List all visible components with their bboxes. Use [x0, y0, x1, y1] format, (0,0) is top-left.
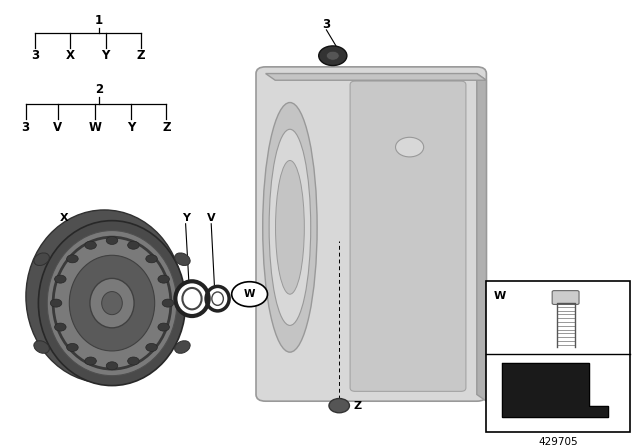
Circle shape	[85, 357, 97, 365]
Circle shape	[326, 51, 339, 60]
Text: 2: 2	[95, 82, 103, 96]
Ellipse shape	[263, 103, 317, 352]
Polygon shape	[502, 363, 608, 417]
Text: W: W	[244, 289, 255, 299]
Circle shape	[319, 46, 347, 65]
Ellipse shape	[34, 341, 49, 353]
Text: W: W	[88, 121, 101, 134]
Text: X: X	[66, 49, 75, 62]
Text: 3: 3	[31, 49, 39, 62]
Circle shape	[162, 299, 173, 307]
Ellipse shape	[182, 288, 202, 310]
Ellipse shape	[175, 253, 190, 266]
Ellipse shape	[38, 221, 186, 386]
Circle shape	[158, 275, 170, 283]
Ellipse shape	[269, 129, 311, 325]
Circle shape	[158, 323, 170, 331]
Circle shape	[54, 323, 66, 331]
Circle shape	[127, 357, 139, 365]
Text: 1: 1	[95, 13, 103, 26]
Text: 3: 3	[323, 18, 330, 31]
Circle shape	[85, 241, 97, 249]
Ellipse shape	[90, 278, 134, 328]
Circle shape	[54, 275, 66, 283]
Ellipse shape	[175, 341, 190, 353]
Ellipse shape	[206, 286, 229, 311]
Circle shape	[106, 362, 118, 370]
Circle shape	[67, 344, 78, 351]
Ellipse shape	[47, 231, 177, 376]
Text: V: V	[207, 213, 216, 223]
FancyBboxPatch shape	[256, 67, 486, 401]
FancyBboxPatch shape	[350, 81, 466, 392]
Circle shape	[106, 237, 118, 245]
FancyBboxPatch shape	[552, 291, 579, 305]
Text: W: W	[494, 291, 506, 301]
Circle shape	[146, 255, 157, 263]
Ellipse shape	[26, 210, 183, 383]
Text: Z: Z	[162, 121, 171, 134]
Text: Y: Y	[127, 121, 136, 134]
Text: V: V	[53, 121, 62, 134]
Text: 3: 3	[22, 121, 29, 134]
Circle shape	[329, 399, 349, 413]
Text: Z: Z	[353, 401, 362, 411]
Ellipse shape	[34, 253, 49, 266]
Text: Z: Z	[136, 49, 145, 62]
Circle shape	[146, 344, 157, 351]
Ellipse shape	[69, 255, 155, 351]
Text: 429705: 429705	[539, 437, 578, 447]
Circle shape	[396, 137, 424, 157]
Polygon shape	[266, 73, 486, 80]
Ellipse shape	[276, 160, 305, 294]
Circle shape	[67, 255, 78, 263]
Text: Y: Y	[182, 213, 189, 223]
Polygon shape	[477, 73, 486, 401]
FancyBboxPatch shape	[486, 281, 630, 432]
Text: Y: Y	[101, 49, 110, 62]
Text: X: X	[60, 213, 68, 223]
Circle shape	[127, 241, 139, 249]
Ellipse shape	[102, 292, 122, 314]
Circle shape	[232, 282, 268, 307]
Ellipse shape	[212, 292, 223, 306]
Ellipse shape	[175, 281, 209, 316]
Circle shape	[51, 299, 62, 307]
